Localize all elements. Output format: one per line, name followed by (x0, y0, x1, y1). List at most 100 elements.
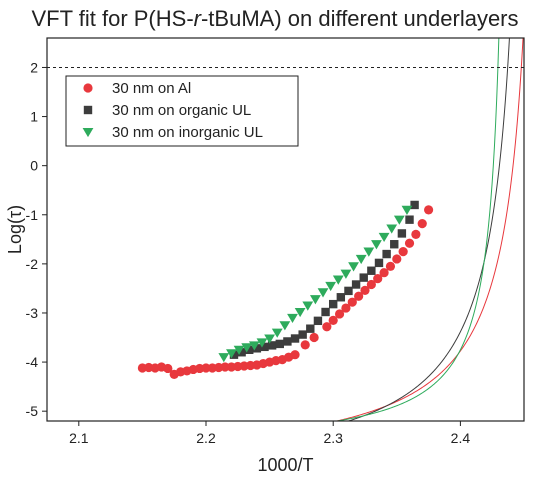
data-points (137, 200, 434, 379)
data-point (271, 328, 283, 338)
data-point (410, 200, 419, 210)
data-point (424, 205, 434, 215)
data-point (374, 258, 384, 268)
data-point (322, 322, 332, 332)
data-point (328, 315, 338, 325)
data-point (401, 205, 413, 215)
data-point (218, 353, 230, 363)
x-axis-label: 1000/T (257, 455, 313, 475)
data-point (386, 224, 398, 234)
data-point (336, 293, 346, 302)
data-point (264, 334, 275, 344)
data-point (317, 288, 329, 298)
data-point (329, 299, 338, 309)
legend: 30 nm on Al 30 nm on organic UL 30 nm on i… (65, 75, 299, 147)
data-point (363, 247, 375, 257)
y-tick-label: -3 (26, 305, 39, 321)
y-tick-label: -1 (26, 207, 39, 223)
fit-curve-3 (334, 38, 500, 421)
legend-label: 30 nm on inorganic UL (112, 124, 263, 141)
data-point (226, 349, 237, 359)
data-point (298, 330, 307, 339)
fit-curve-1 (334, 38, 524, 421)
data-point (201, 363, 211, 373)
data-point (405, 215, 414, 224)
data-point (302, 301, 314, 311)
x-tick-label: 2.3 (323, 430, 343, 446)
series-1 (137, 205, 434, 379)
data-point (382, 249, 391, 259)
data-point (385, 261, 396, 271)
series-3 (218, 205, 413, 363)
data-point (290, 350, 300, 360)
data-point (290, 334, 300, 343)
data-point (397, 229, 407, 238)
data-point (256, 338, 268, 348)
data-point (351, 280, 361, 289)
data-point (279, 321, 291, 331)
x-tick-label: 2.2 (196, 430, 216, 446)
data-point (325, 281, 337, 292)
data-point (392, 254, 402, 264)
data-point (340, 269, 352, 279)
data-point (341, 303, 351, 313)
legend-marker (83, 105, 93, 115)
data-point (275, 339, 284, 349)
x-tick-label: 2.4 (451, 430, 471, 446)
data-point (294, 307, 306, 318)
data-point (260, 342, 269, 352)
chart-title: VFT fit for P(HS-r-tBuMA) on different u… (0, 6, 550, 32)
data-point (371, 240, 382, 250)
data-point (332, 275, 344, 285)
data-point (390, 240, 399, 249)
data-point (393, 215, 405, 225)
chart-title-italic: r (193, 6, 201, 31)
chart-title-prefix: VFT fit for P(HS- (31, 6, 194, 31)
y-tick-label: 1 (30, 109, 38, 125)
data-point (283, 337, 292, 346)
data-point (309, 332, 319, 343)
y-axis-label: Log(τ) (5, 205, 25, 254)
x-tick-label: 2.1 (69, 430, 89, 446)
y-tick-label: -4 (26, 354, 39, 370)
data-point (398, 246, 408, 257)
y-tick-label: 0 (30, 158, 38, 174)
data-point (229, 350, 239, 359)
data-point (355, 254, 367, 265)
y-tick-label: 2 (30, 59, 38, 75)
data-point (313, 316, 323, 326)
data-point (360, 285, 370, 295)
data-point (404, 238, 415, 248)
data-point (378, 232, 390, 242)
axis-ticks: 2.1 2.2 2.3 2.4 -5 -4 -3 -2 -1 0 1 2 (26, 59, 471, 446)
data-point (367, 266, 376, 275)
data-point (267, 341, 277, 350)
data-point (233, 345, 245, 355)
data-point (245, 345, 254, 355)
data-point (306, 324, 315, 333)
data-point (300, 340, 310, 350)
data-point (287, 313, 298, 324)
legend-marker (83, 83, 93, 93)
data-point (411, 229, 421, 240)
data-point (354, 291, 364, 301)
legend-label: 30 nm on organic UL (112, 102, 251, 119)
data-point (241, 343, 253, 353)
data-point (334, 309, 345, 319)
data-point (379, 268, 389, 278)
data-point (347, 297, 357, 307)
y-tick-label: -2 (26, 256, 39, 272)
data-point (252, 344, 262, 353)
legend-box (65, 75, 299, 147)
plot-frame (46, 37, 525, 422)
data-point (366, 279, 376, 290)
data-point (348, 262, 359, 272)
data-point (163, 363, 173, 374)
data-point (321, 307, 330, 317)
chart-title-suffix: -tBuMA) on different underlayers (200, 6, 519, 31)
data-point (309, 295, 321, 305)
data-point (344, 286, 353, 296)
fit-curves (334, 38, 524, 421)
data-point (373, 274, 383, 284)
